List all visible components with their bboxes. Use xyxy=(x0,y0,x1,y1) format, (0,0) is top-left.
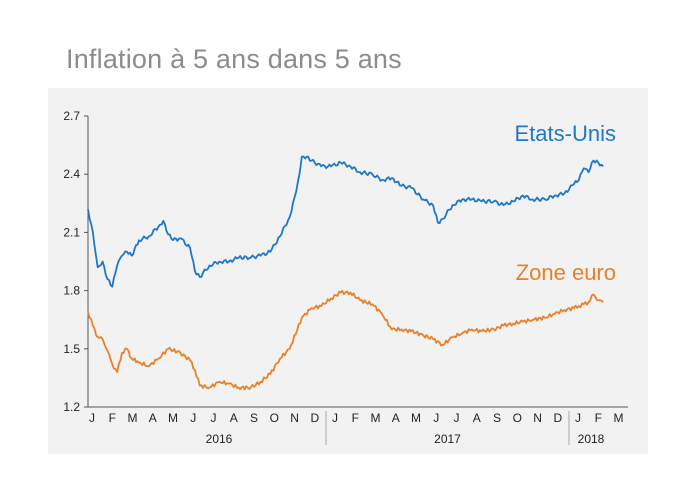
x-tick-label: M xyxy=(371,411,381,425)
y-tick-label: 2.7 xyxy=(63,109,80,123)
x-tick-label: J xyxy=(575,411,581,425)
x-tick-label: A xyxy=(149,411,157,425)
x-tick-label: N xyxy=(290,411,299,425)
x-tick-label: F xyxy=(109,411,116,425)
y-tick-label: 1.8 xyxy=(63,284,80,298)
x-tick-label: D xyxy=(553,411,562,425)
y-tick-label: 2.4 xyxy=(63,167,80,181)
y-axis-ticks: 2.7 2.4 2.1 1.8 1.5 1.2 xyxy=(63,109,88,414)
x-tick-label: M xyxy=(614,411,624,425)
x-tick-label: A xyxy=(473,411,481,425)
x-tick-label: F xyxy=(352,411,359,425)
series-line-zone-euro xyxy=(87,289,604,391)
axes xyxy=(87,116,628,408)
x-tick-label: J xyxy=(190,411,196,425)
x-tick-label: O xyxy=(270,411,279,425)
x-tick-label: A xyxy=(230,411,238,425)
x-tick-label: D xyxy=(310,411,319,425)
series-lines xyxy=(87,155,604,391)
x-tick-label: A xyxy=(392,411,400,425)
y-tick-label: 1.5 xyxy=(63,342,80,356)
x-tick-label: M xyxy=(411,411,421,425)
series-label-zone-euro: Zone euro xyxy=(516,260,616,285)
x-axis-years: 2016 2017 2018 xyxy=(206,411,605,446)
x-tick-label: J xyxy=(433,411,439,425)
y-tick-label: 2.1 xyxy=(63,225,80,239)
x-tick-label: J xyxy=(332,411,338,425)
series-label-etats-unis: Etats-Unis xyxy=(515,121,616,146)
x-tick-label: O xyxy=(513,411,522,425)
series-line-etats-unis xyxy=(87,155,604,288)
x-tick-label: M xyxy=(168,411,178,425)
x-tick-label: N xyxy=(533,411,542,425)
x-tick-label: J xyxy=(211,411,217,425)
x-tick-label: S xyxy=(493,411,501,425)
year-label: 2017 xyxy=(434,432,461,446)
x-tick-label: F xyxy=(595,411,602,425)
series-labels: Etats-Unis Zone euro xyxy=(515,121,616,285)
x-tick-label: M xyxy=(128,411,138,425)
year-label: 2016 xyxy=(206,432,233,446)
y-tick-label: 1.2 xyxy=(63,400,80,414)
year-label: 2018 xyxy=(578,432,605,446)
x-tick-label: J xyxy=(89,411,95,425)
x-tick-label: J xyxy=(454,411,460,425)
chart-panel xyxy=(48,88,648,454)
x-tick-label: S xyxy=(250,411,258,425)
chart-title: Inflation à 5 ans dans 5 ans xyxy=(66,44,402,74)
